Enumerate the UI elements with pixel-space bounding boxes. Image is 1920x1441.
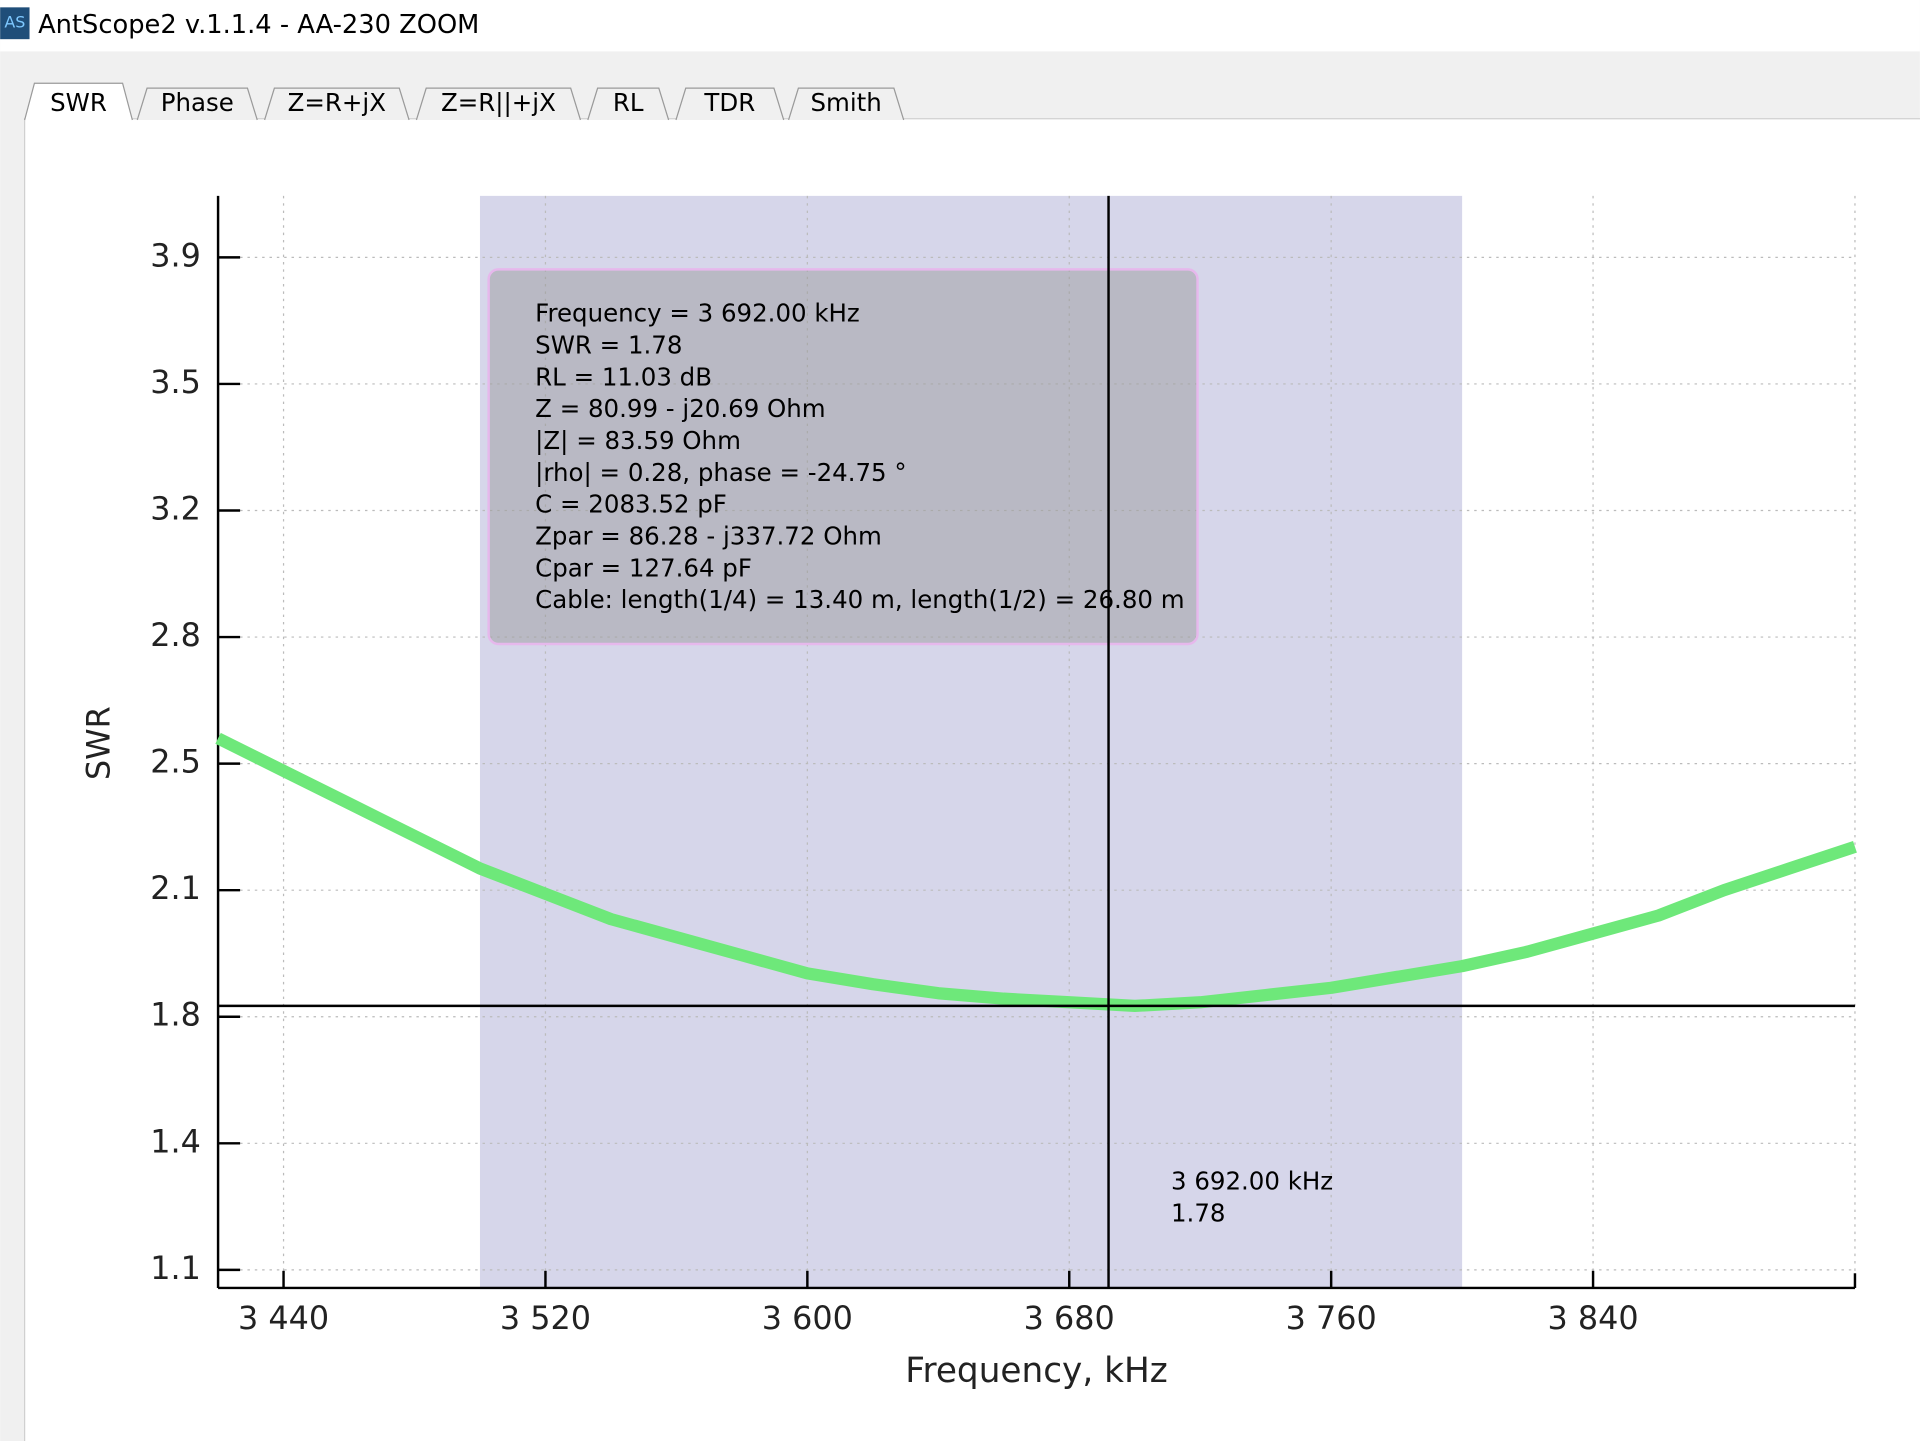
x-axis-title: Frequency, kHz bbox=[905, 1351, 1167, 1391]
x-tick-label: 3 760 bbox=[1286, 1299, 1377, 1337]
info-line: |Z| = 83.59 Ohm bbox=[535, 426, 741, 455]
app-icon bbox=[0, 7, 30, 40]
y-tick-label: 2.1 bbox=[150, 869, 201, 907]
chart: 1.1 1.4 1.8 2.1 2.5 2.8 3.2 3.5 3.9 3 440 3 520 3 6… bbox=[80, 195, 1857, 1391]
info-line: Cpar = 127.64 pF bbox=[535, 553, 752, 582]
info-line: |rho| = 0.28, phase = -24.75 ° bbox=[535, 458, 906, 487]
tab[interactable] bbox=[136, 87, 258, 121]
swr-line bbox=[215, 732, 1857, 1013]
info-line: Frequency = 3 692.00 kHz bbox=[535, 299, 860, 328]
highlight-band bbox=[479, 195, 1463, 1288]
x-tick-label: 3 680 bbox=[1024, 1299, 1115, 1337]
tab[interactable] bbox=[415, 87, 582, 121]
tab-bar: SWR Phase Z=R+jX Z=R||+jX RL TDR Smith bbox=[24, 82, 905, 121]
tab-label[interactable]: RL bbox=[613, 88, 644, 117]
x-tick-label: 3 440 bbox=[238, 1299, 329, 1337]
tab[interactable] bbox=[587, 87, 670, 121]
y-tick-label: 1.4 bbox=[150, 1122, 201, 1160]
cursor-label: 1.78 bbox=[1171, 1199, 1225, 1228]
y-tick-label: 2.8 bbox=[150, 616, 201, 654]
app-icon-label: AS bbox=[4, 13, 25, 32]
tab-label[interactable]: Smith bbox=[810, 88, 881, 117]
tab[interactable] bbox=[675, 87, 785, 121]
tab[interactable] bbox=[24, 82, 133, 121]
info-box bbox=[487, 268, 1199, 646]
tab[interactable] bbox=[788, 87, 905, 121]
y-tick-label: 3.9 bbox=[150, 236, 201, 274]
x-tick-label: 3 600 bbox=[762, 1299, 853, 1337]
info-line: Z = 80.99 - j20.69 Ohm bbox=[535, 394, 825, 423]
info-line: C = 2083.52 pF bbox=[535, 490, 727, 519]
y-tick-label: 3.2 bbox=[150, 489, 201, 527]
tab-label[interactable]: TDR bbox=[703, 88, 755, 117]
y-axis-title: SWR bbox=[80, 706, 118, 780]
info-line: Zpar = 86.28 - j337.72 Ohm bbox=[535, 521, 882, 550]
title-bar bbox=[0, 0, 1920, 52]
cursor-label: 3 692.00 kHz bbox=[1171, 1167, 1333, 1196]
x-tick-label: 3 840 bbox=[1547, 1299, 1638, 1337]
window-title: AntScope2 v.1.1.4 - AA-230 ZOOM bbox=[38, 10, 479, 40]
y-tick-label: 3.5 bbox=[150, 363, 201, 401]
info-line: RL = 11.03 dB bbox=[535, 362, 712, 391]
tab-label[interactable]: Z=R||+jX bbox=[441, 88, 556, 117]
y-tick-label: 2.5 bbox=[150, 743, 201, 781]
info-line: Cable: length(1/4) = 13.40 m, length(1/2… bbox=[535, 585, 1184, 614]
tab-label[interactable]: Phase bbox=[161, 88, 234, 117]
tab-label[interactable]: Z=R+jX bbox=[288, 88, 386, 117]
tab-label[interactable]: SWR bbox=[50, 88, 107, 117]
y-tick-label: 1.1 bbox=[150, 1249, 201, 1287]
info-line: SWR = 1.78 bbox=[535, 330, 682, 359]
x-tick-label: 3 520 bbox=[500, 1299, 591, 1337]
y-tick-label: 1.8 bbox=[150, 996, 201, 1034]
tab[interactable] bbox=[264, 87, 410, 121]
